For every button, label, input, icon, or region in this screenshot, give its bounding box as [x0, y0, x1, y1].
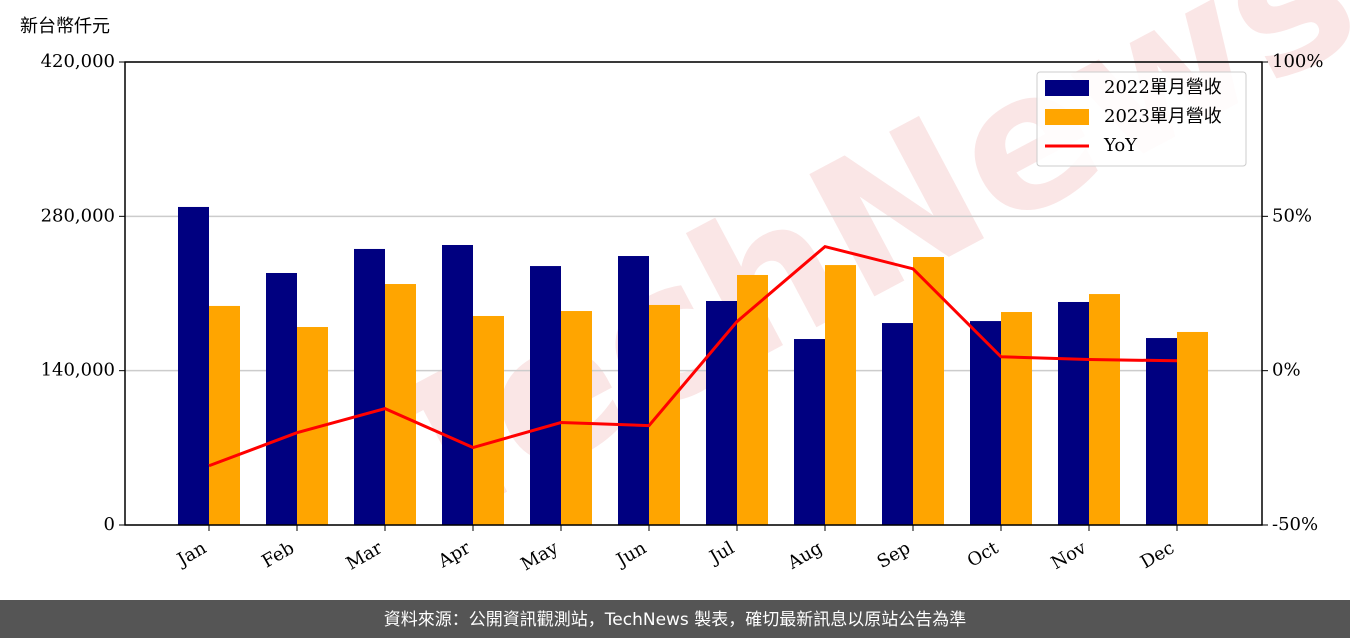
bar — [618, 256, 649, 525]
y-tick-label: 420,000 — [41, 51, 115, 72]
bar — [737, 274, 768, 525]
y2-tick-label: 0% — [1272, 360, 1301, 381]
legend-swatch — [1045, 80, 1089, 96]
legend-label: YoY — [1103, 135, 1138, 156]
bar — [825, 265, 856, 525]
y2-tick-label: 100% — [1272, 51, 1323, 72]
x-tick-label: Feb — [258, 537, 298, 572]
x-tick-label: Oct — [964, 537, 1003, 572]
bar — [706, 300, 737, 525]
y-axis-label: 新台幣仟元 — [20, 16, 110, 37]
x-tick-label: Sep — [874, 537, 914, 572]
bar — [473, 315, 504, 525]
y-tick-label: 280,000 — [41, 205, 115, 226]
bar — [209, 305, 240, 525]
bar — [442, 244, 473, 525]
bar — [882, 323, 913, 525]
x-tick-label: Nov — [1048, 537, 1091, 574]
x-tick-label: Jul — [704, 537, 738, 569]
y-tick-label: 140,000 — [41, 360, 115, 381]
legend-label: 2022單月營收 — [1104, 77, 1222, 98]
bar — [1177, 331, 1208, 525]
bar — [970, 321, 1001, 525]
bar — [561, 311, 592, 525]
x-tick-label: Mar — [343, 537, 387, 574]
bar — [1146, 338, 1177, 525]
bar — [913, 257, 944, 525]
plot-frame — [124, 61, 1263, 526]
yoy-line — [208, 244, 1178, 468]
bar — [649, 304, 680, 525]
bar — [385, 284, 416, 525]
bar — [1089, 294, 1120, 525]
bar — [1001, 312, 1032, 525]
x-tick-label: Aug — [783, 537, 826, 574]
bar — [266, 272, 297, 525]
x-tick-label: Jun — [611, 537, 650, 572]
bar — [1058, 301, 1089, 525]
footer: 資料來源：公開資訊觀測站，TechNews 製表，確切最新訊息以原站公告為準 — [384, 610, 966, 630]
y-tick-label: 0 — [104, 514, 115, 535]
footer-bar — [0, 600, 1350, 638]
x-tick-label: May — [517, 537, 562, 575]
legend-swatch — [1045, 109, 1089, 125]
legend-box — [1036, 71, 1247, 167]
legend-label: 2023單月營收 — [1104, 106, 1222, 127]
bar — [530, 266, 561, 525]
bar — [354, 248, 385, 525]
x-tick-label: Dec — [1137, 537, 1178, 573]
x-tick-label: Jan — [172, 537, 210, 571]
bar — [178, 206, 209, 526]
y2-tick-label: 50% — [1272, 205, 1312, 226]
y2-tick-label: -50% — [1272, 514, 1318, 535]
bar — [794, 339, 825, 525]
legend: 2022單月營收 2023單月營收 YoY — [1036, 71, 1247, 167]
